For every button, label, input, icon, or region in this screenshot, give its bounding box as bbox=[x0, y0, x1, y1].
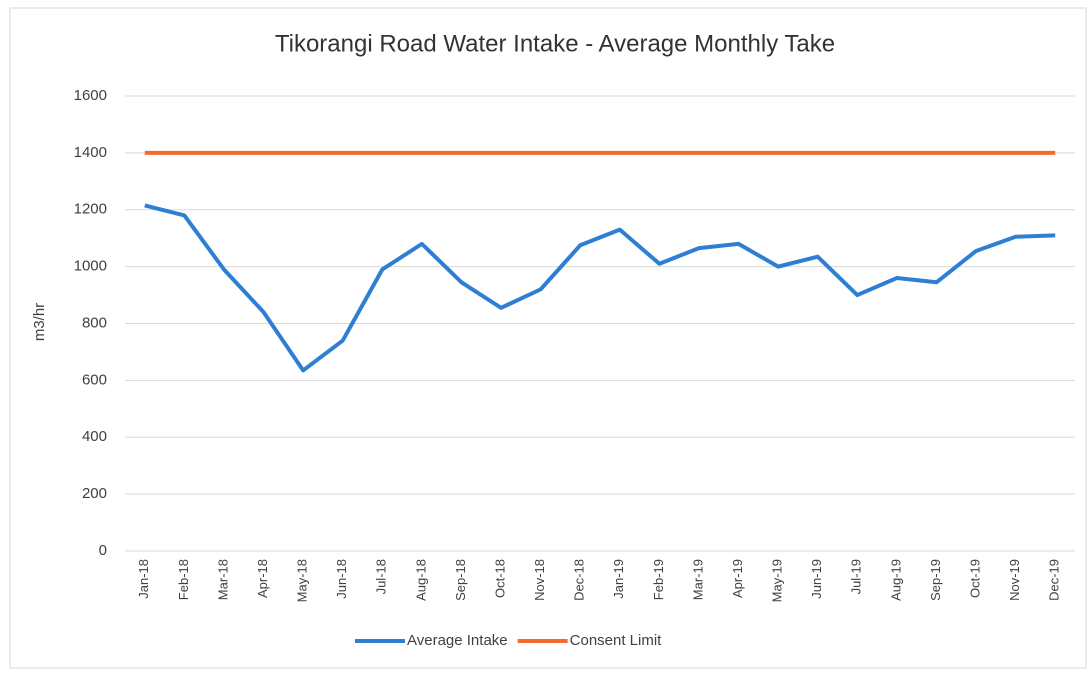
x-tick-label: Dec-19 bbox=[1047, 559, 1062, 601]
x-tick-label: Jun-19 bbox=[809, 559, 824, 599]
y-tick-label: 800 bbox=[82, 314, 107, 331]
x-tick-label: Jul-19 bbox=[849, 559, 864, 594]
x-tick-label: Mar-19 bbox=[690, 559, 705, 600]
y-axis-label: m3/hr bbox=[31, 303, 48, 341]
x-tick-label: Apr-19 bbox=[730, 559, 745, 598]
x-tick-label: Oct-18 bbox=[492, 559, 507, 598]
y-tick-label: 1200 bbox=[74, 201, 107, 218]
x-tick-label: Nov-19 bbox=[1007, 559, 1022, 601]
y-tick-label: 600 bbox=[82, 371, 107, 388]
x-tick-label: Sep-19 bbox=[928, 559, 943, 601]
x-tick-label: Feb-18 bbox=[176, 559, 191, 600]
x-tick-label: May-19 bbox=[770, 559, 785, 602]
x-tick-label: Jun-18 bbox=[334, 559, 349, 599]
y-tick-label: 1400 bbox=[74, 144, 107, 161]
x-tick-label: Sep-18 bbox=[453, 559, 468, 601]
chart-border bbox=[9, 7, 1087, 669]
x-tick-label: Jan-19 bbox=[611, 559, 626, 599]
x-tick-label: Oct-19 bbox=[967, 559, 982, 598]
y-tick-label: 0 bbox=[99, 542, 107, 559]
y-tick-label: 200 bbox=[82, 485, 107, 502]
x-tick-label: Nov-18 bbox=[532, 559, 547, 601]
legend-label: Consent Limit bbox=[570, 632, 663, 649]
y-tick-label: 1600 bbox=[74, 87, 107, 104]
legend-label: Average Intake bbox=[407, 632, 508, 649]
y-tick-label: 1000 bbox=[74, 258, 107, 275]
x-tick-label: Jul-18 bbox=[374, 559, 389, 594]
y-tick-label: 400 bbox=[82, 428, 107, 445]
x-tick-label: Feb-19 bbox=[651, 559, 666, 600]
x-tick-label: Mar-18 bbox=[215, 559, 230, 600]
series-line bbox=[144, 203, 1056, 373]
x-tick-label: Apr-18 bbox=[255, 559, 270, 598]
x-tick-label: Dec-18 bbox=[572, 559, 587, 601]
x-tick-label: Jan-18 bbox=[136, 559, 151, 599]
x-tick-label: May-18 bbox=[295, 559, 310, 602]
chart-title: Tikorangi Road Water Intake - Average Mo… bbox=[275, 30, 835, 57]
x-tick-label: Aug-19 bbox=[888, 559, 903, 601]
x-tick-label: Aug-18 bbox=[413, 559, 428, 601]
